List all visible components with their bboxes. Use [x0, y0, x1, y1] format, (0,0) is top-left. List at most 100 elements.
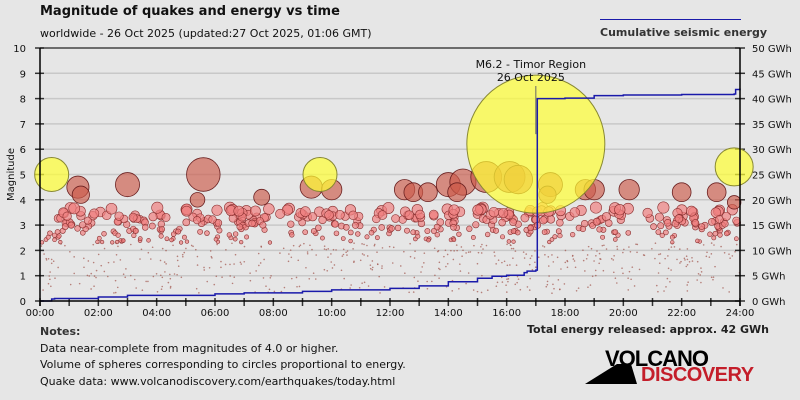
quake-point	[512, 247, 515, 250]
quake-point	[260, 246, 263, 248]
quake-point	[408, 291, 410, 294]
quake-point	[663, 290, 665, 292]
quake-point	[341, 255, 344, 257]
quake-point	[493, 227, 499, 234]
quake-point	[523, 257, 526, 259]
quake-point	[93, 285, 95, 288]
y2-tick-label: 35 GWh	[752, 120, 792, 131]
quake-point	[150, 258, 152, 260]
quake-point	[423, 252, 426, 254]
quake-point	[220, 266, 222, 269]
quake-point	[476, 262, 479, 265]
quake-point	[685, 265, 688, 268]
quake-point	[417, 280, 419, 283]
quake-point	[175, 228, 182, 235]
quake-point	[616, 245, 618, 248]
note-line: Data near-complete from magnitudes of 4.…	[40, 341, 339, 355]
quake-point	[467, 251, 470, 253]
quake-point	[231, 242, 233, 245]
quake-point	[107, 261, 110, 264]
quake-point	[302, 229, 309, 236]
quake-point	[544, 253, 546, 256]
quake-point	[612, 237, 618, 242]
quake-point	[635, 243, 637, 246]
quake-point	[69, 251, 71, 253]
quake-point	[466, 225, 473, 232]
quake-point	[699, 274, 702, 276]
quake-point	[259, 221, 267, 229]
quake-point	[308, 277, 311, 280]
quake-point	[679, 262, 681, 264]
quake-point	[605, 248, 608, 250]
note-line: Volume of spheres corresponding to circl…	[40, 358, 406, 371]
quake-point	[514, 229, 521, 236]
quake-point	[216, 227, 223, 234]
quake-point	[510, 247, 513, 250]
quake-point	[412, 291, 415, 293]
y2-tick-label: 30 GWh	[752, 145, 792, 156]
quake-point	[325, 248, 328, 251]
quake-point	[97, 253, 100, 256]
quake-point	[391, 214, 400, 223]
quake-point	[213, 283, 216, 286]
quake-point	[514, 250, 517, 252]
volcano-icon	[585, 364, 637, 384]
chart-title: Magnitude of quakes and energy vs time	[40, 4, 340, 19]
quake-point	[364, 234, 370, 240]
quake-point	[686, 290, 689, 292]
y-tick-label: 6	[20, 145, 26, 156]
quake-point	[500, 234, 506, 240]
quake-point	[206, 280, 209, 283]
quake-point	[602, 269, 605, 272]
quake-point	[723, 251, 726, 254]
quake-point	[485, 244, 488, 247]
quake-point	[159, 274, 162, 277]
quake-point	[327, 248, 330, 250]
quake-point	[552, 283, 554, 286]
quake-point	[413, 257, 416, 259]
chart-subtitle: worldwide - 26 Oct 2025 (updated:27 Oct …	[40, 27, 372, 40]
quake-point	[537, 256, 540, 259]
quake-point	[287, 260, 290, 263]
note-line: Quake data: www.volcanodiscovery.com/ear…	[40, 374, 396, 388]
quake-point	[428, 209, 439, 220]
quake-point	[426, 237, 431, 243]
quake-point	[687, 281, 689, 284]
quake-point	[182, 255, 184, 258]
quake-point	[192, 245, 194, 248]
quake-point	[279, 252, 281, 254]
quake-point	[373, 243, 376, 246]
quake-point	[589, 284, 592, 286]
quake-point	[700, 267, 702, 269]
quake-point	[290, 277, 293, 280]
y-tick-label: 8	[20, 95, 26, 106]
quake-point	[148, 222, 156, 230]
quake-point	[555, 228, 562, 235]
quake-point	[58, 239, 63, 245]
quake-point	[676, 258, 678, 261]
quake-point	[298, 285, 301, 288]
quake-point	[352, 248, 354, 250]
volcano-discovery-logo[interactable]: VOLCANO DISCOVERY	[585, 346, 765, 388]
quake-circle	[706, 182, 727, 203]
quake-point	[684, 259, 686, 261]
quake-point	[622, 251, 624, 254]
quake-point	[456, 231, 462, 237]
quake-point	[340, 236, 346, 241]
quake-point	[239, 261, 242, 264]
y2-tick-label: 40 GWh	[752, 95, 792, 106]
quake-point	[557, 279, 560, 281]
logo-line1: VOLCANO	[605, 346, 709, 371]
quake-point	[539, 216, 548, 225]
quake-point	[657, 222, 665, 230]
quake-point	[231, 282, 234, 285]
quake-point	[658, 253, 660, 256]
quake-point	[734, 236, 739, 242]
quake-point	[132, 228, 139, 234]
quake-point	[369, 264, 372, 266]
quake-circle	[189, 192, 206, 208]
quake-point	[529, 257, 532, 260]
quake-point	[135, 287, 137, 289]
quake-point	[477, 251, 480, 254]
quake-point	[226, 232, 232, 238]
